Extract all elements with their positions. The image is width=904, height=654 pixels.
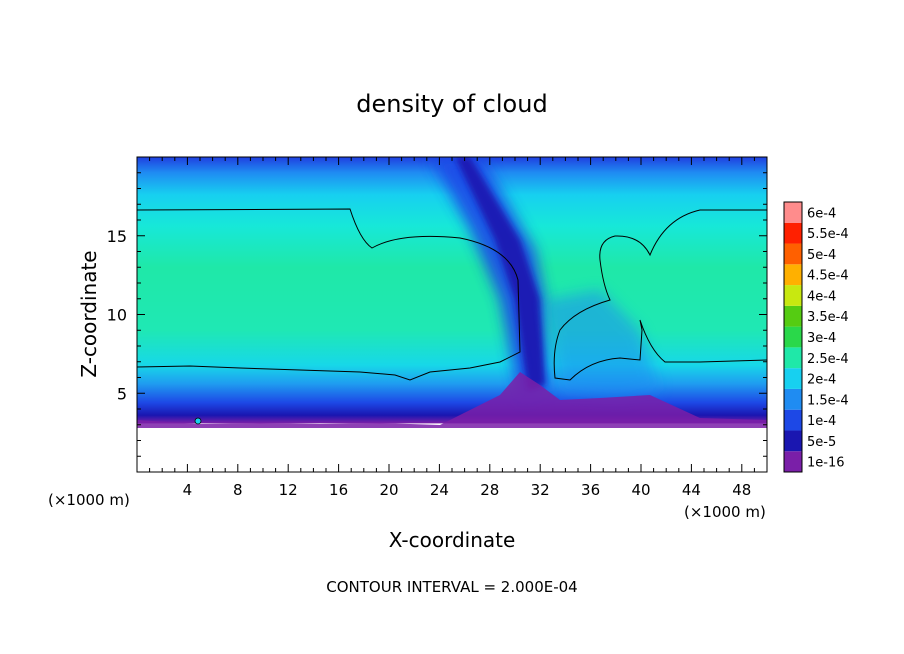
x-tick-label: 12 <box>279 481 298 499</box>
x-tick-label: 8 <box>233 481 243 499</box>
colorbar-label: 3.5e-4 <box>807 310 849 325</box>
contour-line-2e-4-right <box>553 209 767 381</box>
colorbar-label: 5e-4 <box>807 248 836 263</box>
x-tick-label: 20 <box>379 481 398 499</box>
colorbar-swatch <box>784 347 802 369</box>
colorbar-swatch <box>784 285 802 306</box>
cloud-base-band <box>137 372 767 430</box>
colorbar-swatch <box>784 305 802 327</box>
y-axis-ticks: 5 10 15 <box>107 172 767 457</box>
colorbar-swatch <box>784 451 802 472</box>
colorbar-swatch <box>784 368 802 389</box>
x-tick-label: 4 <box>183 481 193 499</box>
x-tick-label: 44 <box>682 481 701 499</box>
colorbar-label: 6e-4 <box>807 206 836 221</box>
colorbar-label: 1e-4 <box>807 414 836 429</box>
colorbar-label: 4.5e-4 <box>807 269 849 284</box>
x-unit-left: (×1000 m) <box>48 491 130 509</box>
colorbar-swatch <box>784 202 802 223</box>
colorbar-label: 2.5e-4 <box>807 352 849 367</box>
dark-column-core <box>455 157 545 390</box>
colorbar-label: 5e-5 <box>807 435 836 450</box>
colorbar-label: 1.5e-4 <box>807 393 849 408</box>
colorbar-swatch <box>784 388 802 410</box>
colorbar-swatch <box>784 243 802 265</box>
x-axis-label: X-coordinate <box>389 528 516 552</box>
colorbar-label: 5.5e-4 <box>807 227 849 242</box>
y-axis-label: Z-coordinate <box>77 250 101 377</box>
x-unit-right: (×1000 m) <box>684 503 766 521</box>
colorbar-swatch <box>784 430 802 452</box>
x-tick-label: 16 <box>329 481 348 499</box>
contour-interval-note: CONTOUR INTERVAL = 2.000E-04 <box>326 578 577 596</box>
colorbar-label: 1e-16 <box>807 456 845 471</box>
x-tick-label: 28 <box>480 481 499 499</box>
colorbar-swatch <box>784 264 802 286</box>
x-tick-label: 32 <box>531 481 550 499</box>
clear-air-below <box>137 428 767 472</box>
plot-area <box>137 157 767 472</box>
colorbar-swatch <box>784 409 802 431</box>
y-tick-label: 15 <box>107 227 127 246</box>
x-tick-label: 48 <box>732 481 751 499</box>
x-tick-label: 36 <box>581 481 600 499</box>
right-cloud-region <box>545 290 660 400</box>
y-tick-label: 5 <box>117 384 127 403</box>
colorbar-label: 4e-4 <box>807 289 836 304</box>
colorbar-frame <box>783 201 803 473</box>
colorbar-label: 3e-4 <box>807 331 836 346</box>
colorbar-label: 2e-4 <box>807 373 836 388</box>
x-tick-label: 24 <box>430 481 449 499</box>
x-axis-ticks: 4 8 12 16 20 24 28 32 36 40 44 48 <box>149 157 755 499</box>
dark-column <box>430 157 548 400</box>
x-tick-label: 40 <box>631 481 650 499</box>
colorbar-swatch <box>784 326 802 348</box>
small-cell <box>194 417 202 425</box>
contour-line-2e-4 <box>137 208 521 381</box>
colorbar-swatch <box>784 222 802 244</box>
y-tick-label: 10 <box>107 306 127 325</box>
chart-title: density of cloud <box>356 90 547 118</box>
colorbar: 1e-16 5e-5 1e-4 1.5e-4 2e-4 2.5e-4 3e-4 3.5e-4 4… <box>783 201 849 473</box>
